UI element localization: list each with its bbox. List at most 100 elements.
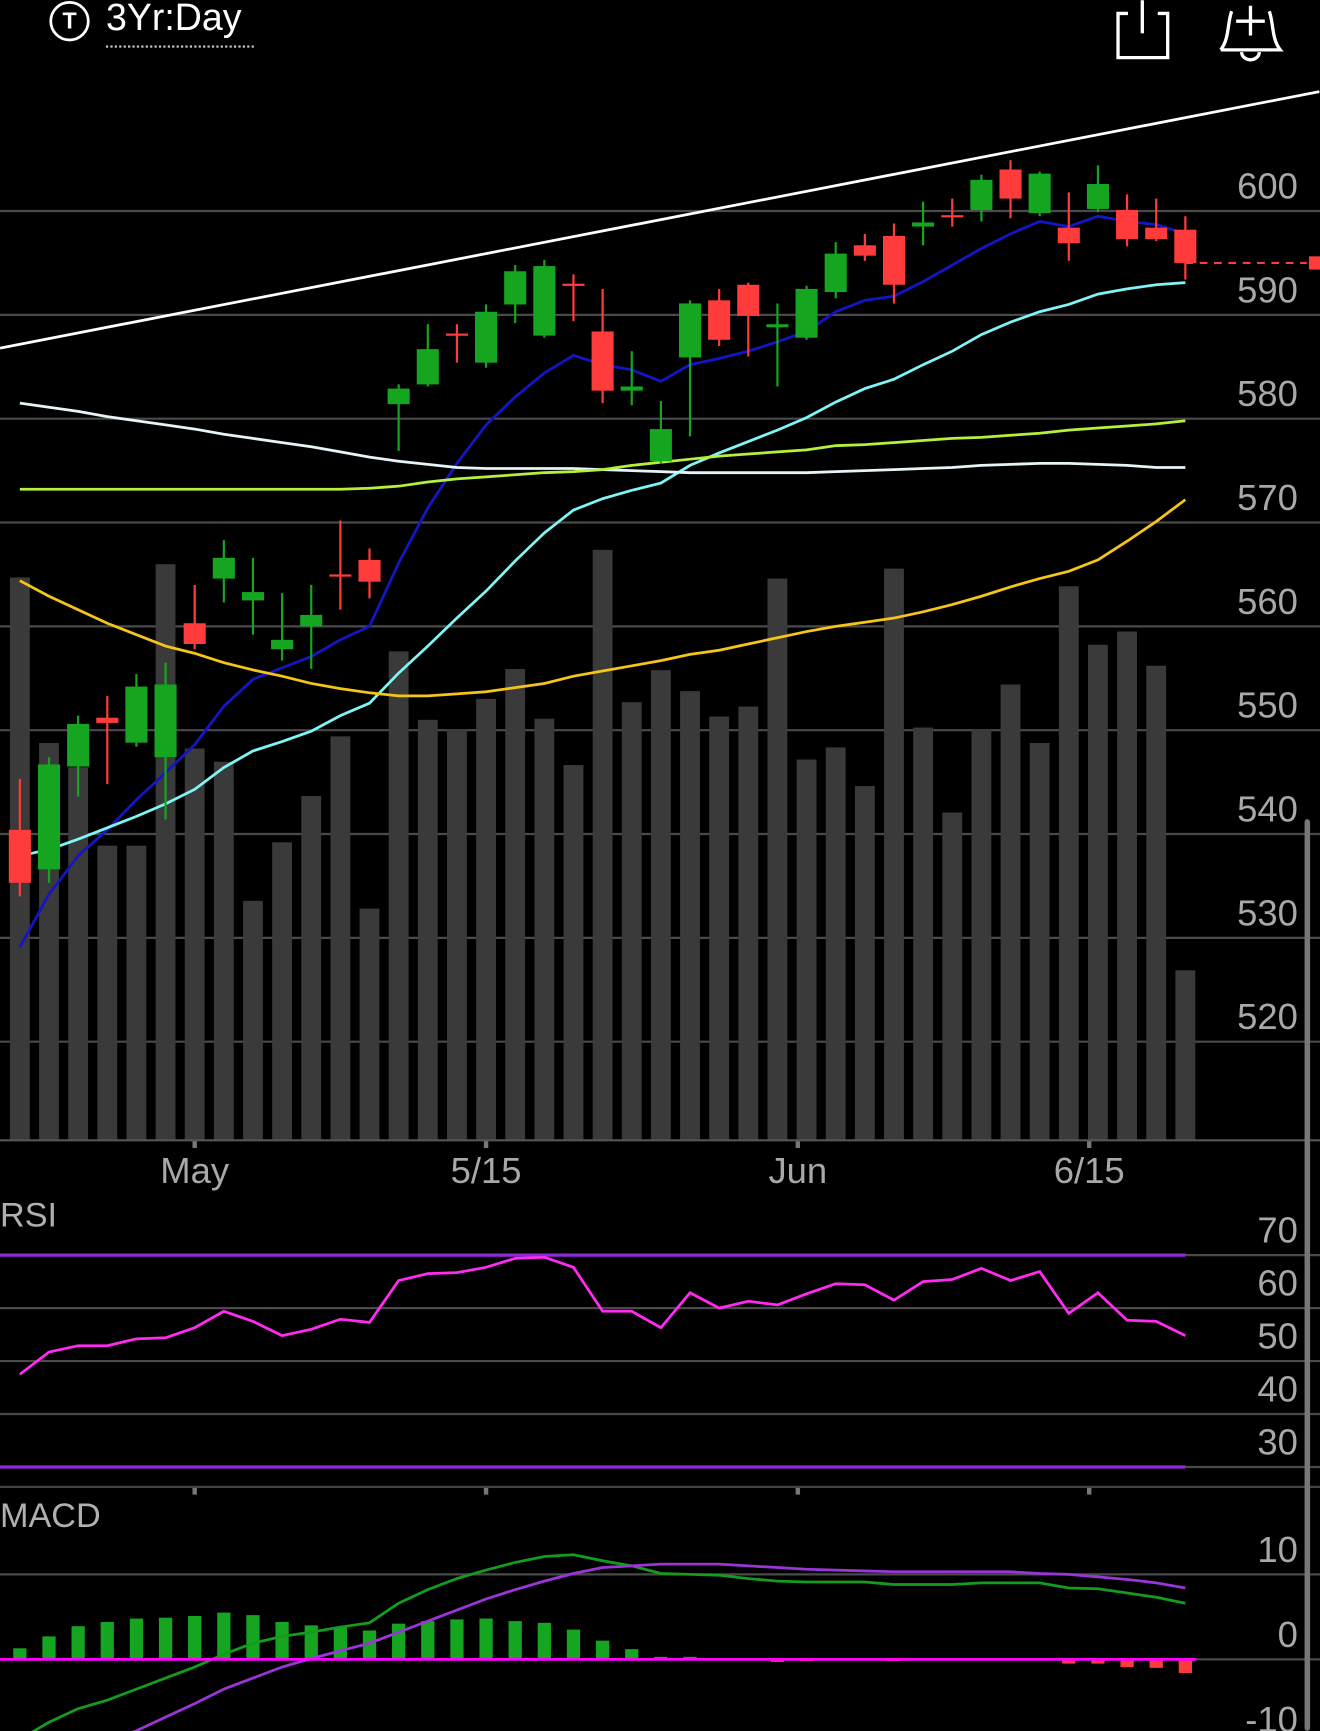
y-tick-label: 570 <box>1237 477 1298 518</box>
candle-body <box>1116 209 1139 240</box>
y-tick-label: 70 <box>1257 1210 1298 1251</box>
volume-bar <box>971 729 992 1141</box>
volume-bar <box>388 651 409 1141</box>
volume-bar <box>1029 742 1050 1141</box>
macd-title: MACD <box>0 1497 101 1535</box>
volume-bar <box>301 795 322 1141</box>
last-price-tag <box>1308 256 1320 270</box>
x-tick-label: Jun <box>768 1150 827 1191</box>
candle-body <box>649 429 672 462</box>
volume-bar <box>243 900 263 1141</box>
scrollbar[interactable] <box>1304 819 1311 1731</box>
candle-body <box>533 266 556 336</box>
candle-layer <box>8 160 1320 897</box>
y-tick-label: 10 <box>1257 1529 1298 1570</box>
y-tick-label: 30 <box>1257 1422 1298 1463</box>
alert-button[interactable] <box>1219 5 1284 62</box>
ticker-icon[interactable] <box>49 1 90 42</box>
candle-body <box>795 288 818 338</box>
timeframe[interactable]: 3Yr:Day <box>106 0 242 38</box>
y-tick-label: 590 <box>1237 269 1298 310</box>
rsi-title: RSI <box>0 1197 57 1235</box>
candle-body <box>620 386 643 391</box>
volume-bar <box>505 669 526 1141</box>
candle-body <box>300 614 323 627</box>
candle-body <box>766 324 789 328</box>
histogram-bar <box>188 1616 202 1660</box>
x-tick-label: May <box>160 1150 230 1191</box>
histogram-bar <box>1178 1659 1192 1673</box>
volume-bar <box>184 748 205 1141</box>
volume-bar <box>126 845 147 1141</box>
candle-body <box>96 717 119 723</box>
bell <box>1219 10 1284 52</box>
y-tick-label: 550 <box>1237 685 1298 726</box>
candle-body <box>999 169 1022 199</box>
volume-bar <box>68 767 89 1141</box>
volume-bar <box>1146 665 1167 1141</box>
volume-bar <box>272 842 293 1141</box>
volume-bar <box>417 719 438 1141</box>
histogram-bar <box>333 1627 347 1660</box>
candle-body <box>358 559 381 582</box>
y-tick-label: 50 <box>1257 1316 1298 1357</box>
y-tick-label: 40 <box>1257 1369 1298 1410</box>
candle-body <box>212 557 235 579</box>
candle-body <box>1057 227 1080 244</box>
volume-bar <box>796 759 817 1141</box>
y-tick-label: 580 <box>1237 373 1298 414</box>
histogram-bar <box>275 1621 289 1660</box>
histogram-bar <box>479 1618 493 1660</box>
overlay-layer <box>0 90 1320 1731</box>
volume-bar <box>1088 644 1108 1141</box>
candle-body <box>504 271 527 305</box>
histogram-bar <box>1062 1659 1076 1664</box>
histogram-bar <box>1149 1659 1163 1668</box>
volume-bar <box>884 568 904 1141</box>
candle-body <box>183 623 206 645</box>
histogram-bar <box>1091 1659 1105 1664</box>
candle-body <box>1145 227 1168 240</box>
candle-body <box>125 686 148 743</box>
y-tick-label: 540 <box>1237 789 1298 830</box>
volume-bar <box>534 718 555 1141</box>
volume-bar <box>913 727 934 1141</box>
histogram-bar <box>129 1618 144 1660</box>
histogram-bar <box>421 1621 435 1660</box>
volume-bar <box>476 698 496 1141</box>
y-tick-label: 0 <box>1278 1614 1298 1655</box>
volume-bar <box>767 578 788 1141</box>
volume-bar <box>709 716 730 1141</box>
candle-body <box>853 245 876 256</box>
histogram-bar <box>246 1615 260 1660</box>
y-tick-label: 560 <box>1237 581 1298 622</box>
share-button[interactable] <box>1116 0 1170 60</box>
histogram-bar <box>537 1622 551 1660</box>
histogram-bar <box>1120 1659 1134 1668</box>
histogram-bar <box>625 1649 639 1660</box>
volume-bar <box>446 729 467 1141</box>
candle-body <box>912 222 935 227</box>
volume-bar <box>680 691 700 1141</box>
volume-bar <box>155 564 176 1141</box>
line-series <box>19 281 1186 858</box>
volume-bar <box>213 761 234 1141</box>
volume-bar <box>738 706 759 1141</box>
volume-bar <box>1117 631 1138 1141</box>
candle-body <box>1028 173 1051 214</box>
y-tick-label: 530 <box>1237 892 1298 933</box>
candle-body <box>970 179 993 210</box>
volume-bar <box>97 845 118 1141</box>
candle-body <box>416 349 439 385</box>
ticker-icon-letter: T <box>62 7 76 33</box>
candle-body <box>154 684 177 758</box>
volume-bar <box>621 702 642 1141</box>
candle-body <box>1174 229 1197 263</box>
bell-clapper <box>1239 51 1261 62</box>
volume-bar <box>1058 586 1079 1141</box>
line-series <box>131 1562 1186 1731</box>
candle-body <box>8 829 31 883</box>
candle-body <box>882 235 906 285</box>
